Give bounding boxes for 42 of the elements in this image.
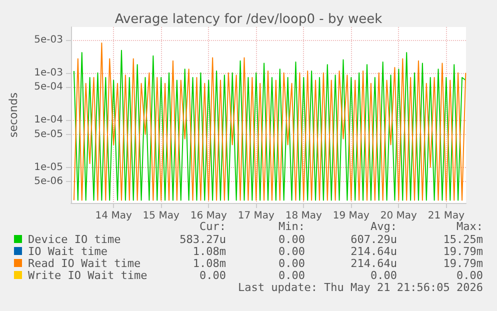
text: 607.29u: [350, 233, 397, 246]
chart-title: Average latency for /dev/loop0 - by week: [114, 12, 383, 27]
y-tick-label: 1e-04: [34, 114, 63, 126]
y-tick-label: 5e-03: [34, 34, 63, 46]
text: 1.08m: [192, 245, 226, 258]
x-tick-label: 20 May: [380, 210, 418, 222]
text: 0.00: [278, 269, 306, 282]
text: 19.79m: [443, 257, 484, 270]
text: 0.00: [456, 269, 484, 282]
legend-label: Write IO Wait time: [28, 269, 148, 282]
legend-label: Device IO time: [28, 233, 121, 246]
legend-label: Read IO Wait time: [28, 257, 141, 270]
x-tick-label: 15 May: [142, 210, 180, 222]
y-tick-label: 1e-05: [34, 162, 63, 173]
y-tick-label: 5e-05: [34, 128, 63, 140]
x-tick-label: 14 May: [95, 210, 132, 222]
text: 214.64u: [350, 257, 397, 270]
text: 0.00: [278, 245, 306, 258]
text: 583.27u: [180, 233, 226, 246]
text: 1.08m: [192, 257, 226, 270]
text: 19.79m: [443, 245, 484, 258]
text: 0.00: [278, 257, 306, 270]
x-tick-label: 18 May: [285, 210, 322, 222]
x-tick-label: 21 May: [428, 210, 465, 222]
x-tick-label: 16 May: [190, 210, 227, 222]
text: Max:: [456, 220, 484, 233]
y-tick-label: 5e-04: [34, 82, 63, 93]
text: Last update: Thu May 21 21:56:05 2026: [238, 281, 484, 294]
text: 0.00: [278, 233, 306, 246]
legend-label: IO Wait time: [28, 245, 108, 258]
text: Avg:: [370, 220, 398, 233]
y-tick-label: 1e-03: [34, 67, 63, 78]
x-tick-label: 17 May: [238, 210, 274, 222]
x-tick-label: 19 May: [332, 210, 370, 222]
text: 15.25m: [443, 233, 484, 246]
y-tick-label: 5e-06: [34, 176, 63, 187]
text: Min:: [278, 220, 306, 233]
text: Cur:: [200, 220, 226, 233]
text: 0.00: [200, 269, 226, 282]
text: 214.64u: [350, 245, 397, 258]
y-axis-title: seconds: [7, 92, 20, 138]
text: 0.00: [370, 269, 398, 282]
